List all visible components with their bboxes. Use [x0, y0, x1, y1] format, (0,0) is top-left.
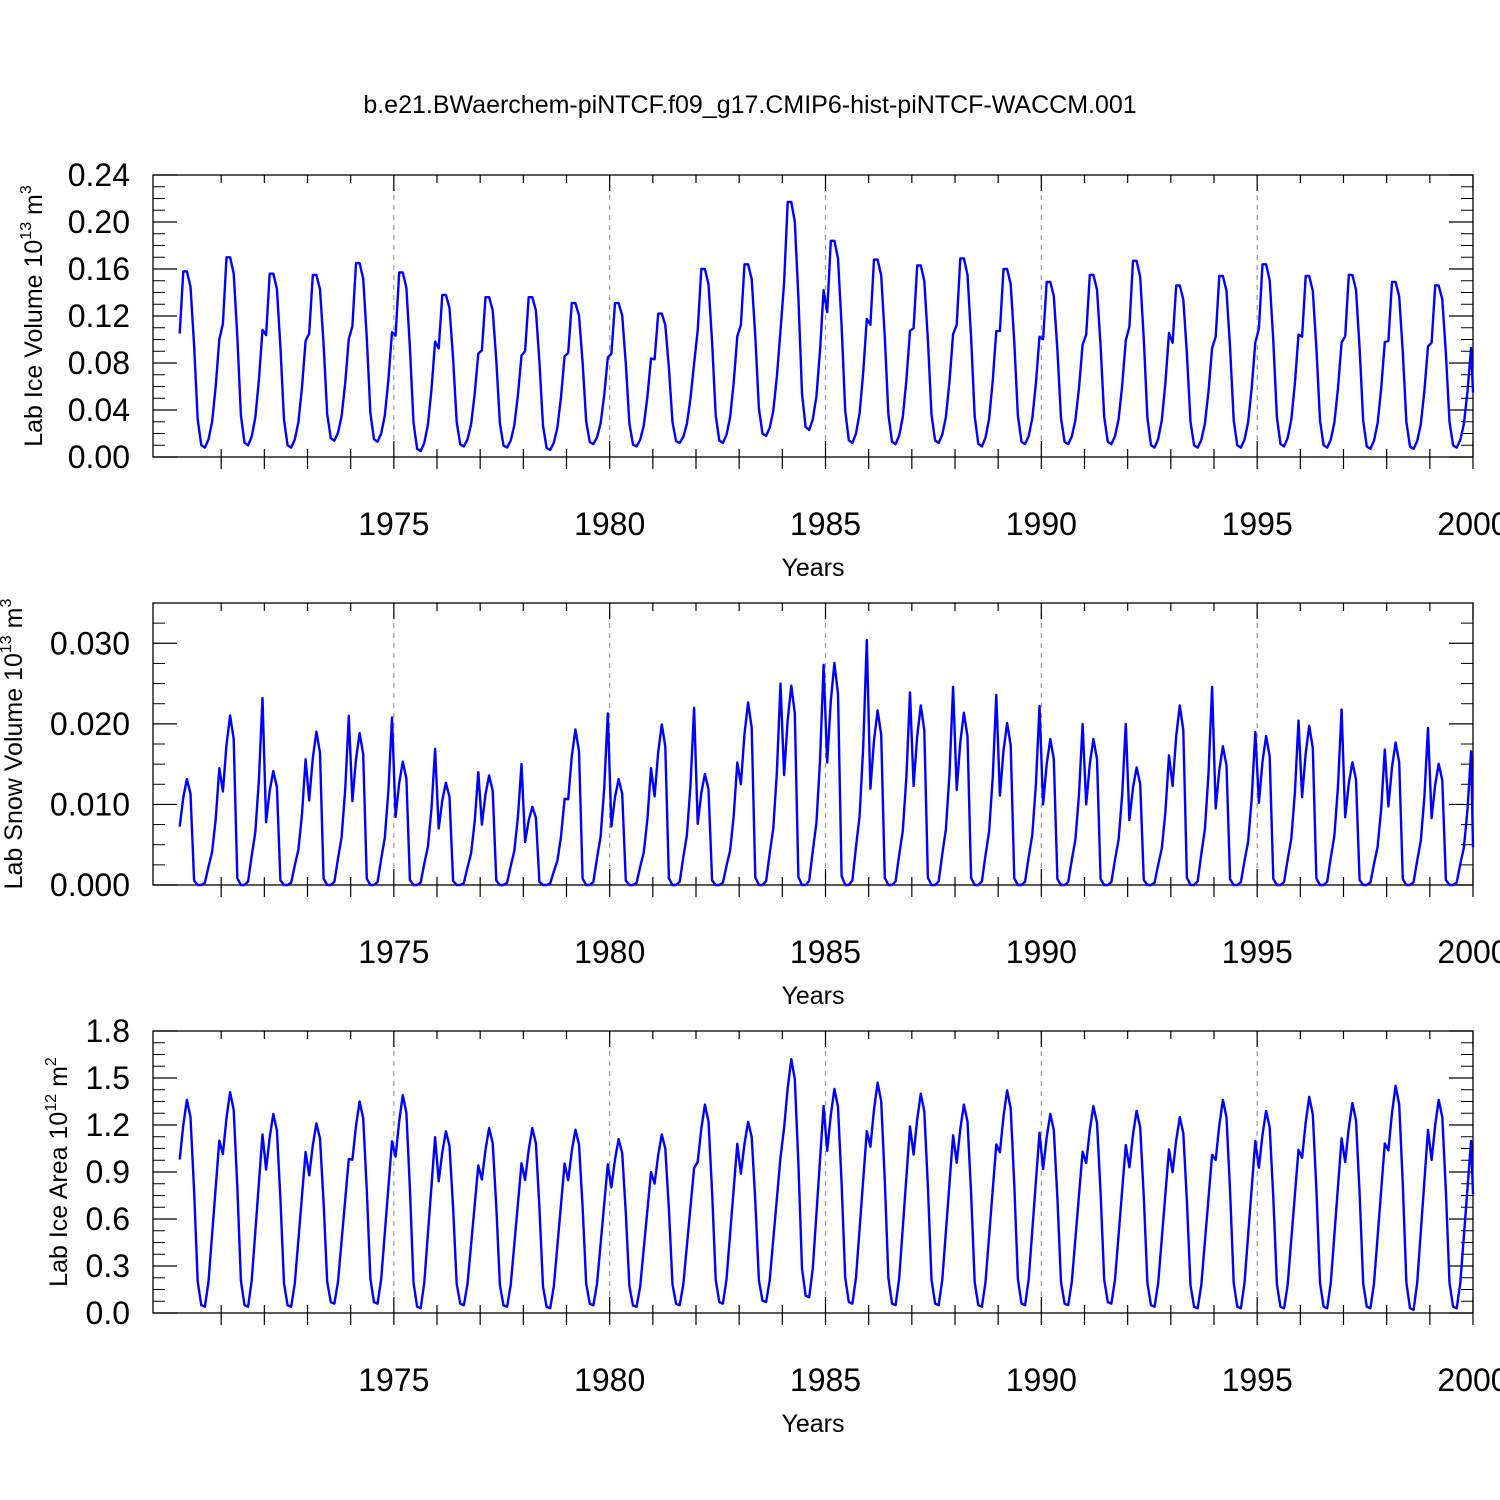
series-line: [178, 1058, 1475, 1312]
y-tick-label: 0.6: [86, 1201, 130, 1237]
x-axis-label: Years: [781, 982, 844, 1010]
y-tick-label: 0.04: [68, 392, 130, 428]
y-axis-label: Lab Ice Volume 1013 m3: [18, 185, 48, 447]
x-tick-label: 1985: [790, 1362, 861, 1398]
y-tick-label: 1.8: [86, 1013, 130, 1049]
x-axis-label: Years: [781, 1410, 844, 1438]
figure-title: b.e21.BWaerchem-piNTCF.f09_g17.CMIP6-his…: [363, 91, 1136, 119]
x-tick-label: 1995: [1222, 934, 1293, 970]
x-tick-label: 2000: [1437, 934, 1500, 970]
y-tick-label: 1.2: [86, 1107, 130, 1143]
y-tick-label: 0.24: [68, 157, 130, 193]
y-axis-label: Lab Ice Area 1012 m2: [43, 1057, 73, 1287]
panel-1: 0.00 0.04 0.08 0.12 0.16 0.20 0.24 1975 1980 1985…: [18, 157, 1500, 582]
y-tick-label: 0.16: [68, 251, 130, 287]
x-tick-label: 1995: [1222, 1362, 1293, 1398]
y-tick-label: 0.3: [86, 1248, 130, 1284]
y-tick-label: 0.0: [86, 1295, 130, 1331]
x-tick-label: 1985: [790, 506, 861, 542]
x-tick-label: 1980: [574, 506, 645, 542]
x-tick-label: 1995: [1222, 506, 1293, 542]
panel-3: 0.0 0.3 0.6 0.9 1.2 1.5 1.8 1975 1980 1985 1990 199…: [43, 1013, 1500, 1438]
y-tick-label: 0.00: [68, 439, 130, 475]
x-tick-label: 1990: [1006, 934, 1077, 970]
x-axis-label: Years: [781, 554, 844, 582]
y-tick-label: 0.010: [50, 786, 130, 822]
x-tick-label: 1975: [358, 1362, 429, 1398]
y-tick-label: 0.020: [50, 706, 130, 742]
x-tick-label: 2000: [1437, 506, 1500, 542]
x-tick-label: 2000: [1437, 1362, 1500, 1398]
y-tick-label: 0.000: [50, 867, 130, 903]
y-tick-label: 1.5: [86, 1060, 130, 1096]
y-tick-label: 0.9: [86, 1154, 130, 1190]
x-tick-label: 1975: [358, 506, 429, 542]
x-tick-label: 1975: [358, 934, 429, 970]
x-tick-label: 1980: [574, 1362, 645, 1398]
x-tick-label: 1990: [1006, 1362, 1077, 1398]
x-tick-label: 1985: [790, 934, 861, 970]
panel-2: 0.000 0.010 0.020 0.030 1975 1980 1985 1990 1995…: [0, 599, 1500, 1010]
x-tick-label: 1990: [1006, 506, 1077, 542]
x-tick-label: 1980: [574, 934, 645, 970]
y-tick-label: 0.08: [68, 345, 130, 381]
panels: 0.00 0.04 0.08 0.12 0.16 0.20 0.24 1975 1980 1985…: [0, 157, 1500, 1438]
y-tick-label: 0.12: [68, 298, 130, 334]
series-line: [178, 638, 1475, 887]
y-tick-label: 0.20: [68, 204, 130, 240]
series-line: [178, 200, 1475, 453]
y-tick-label: 0.030: [50, 625, 130, 661]
y-axis-label: Lab Snow Volume 1013 m3: [0, 599, 28, 890]
